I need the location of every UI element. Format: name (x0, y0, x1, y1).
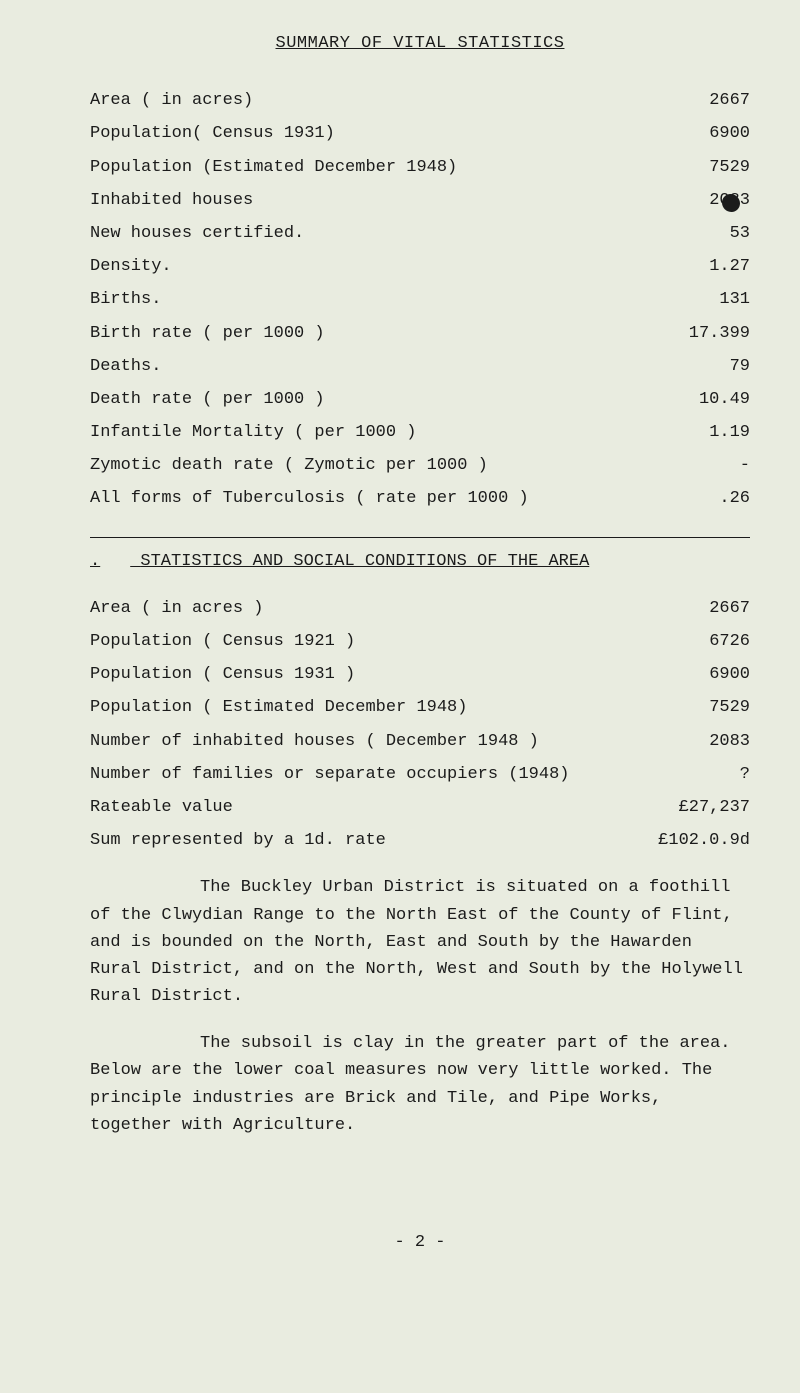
social-stat-value: 2083 (630, 728, 750, 755)
vital-stat-label: Inhabited houses (90, 187, 630, 214)
vital-stat-label: Deaths. (90, 353, 630, 380)
vital-stat-value: 17.399 (630, 320, 750, 347)
paragraph-1-text: The Buckley Urban District is situated o… (90, 878, 743, 1006)
vital-stat-value: 2667 (630, 87, 750, 114)
social-stat-row: Number of inhabited houses ( December 19… (90, 728, 750, 755)
social-stat-label: Population ( Census 1921 ) (90, 628, 630, 655)
vital-stat-label: Death rate ( per 1000 ) (90, 386, 630, 413)
social-stat-label: Area ( in acres ) (90, 595, 630, 622)
social-stat-label: Number of families or separate occupiers… (90, 761, 630, 788)
vital-stat-value: 7529 (630, 154, 750, 181)
social-statistics-list: Area ( in acres )2667Population ( Census… (90, 595, 750, 855)
vital-stat-row: All forms of Tuberculosis ( rate per 100… (90, 485, 750, 512)
vital-stat-label: Density. (90, 253, 630, 280)
vital-stat-row: Population (Estimated December 1948)7529 (90, 154, 750, 181)
ink-smudge (722, 194, 740, 212)
vital-stat-row: Density.1.27 (90, 253, 750, 280)
vital-stat-value: 1.19 (630, 419, 750, 446)
vital-stat-label: Infantile Mortality ( per 1000 ) (90, 419, 630, 446)
vital-stat-label: Births. (90, 286, 630, 313)
social-stat-row: Sum represented by a 1d. rate£102.0.9d (90, 827, 750, 854)
vital-stat-label: All forms of Tuberculosis ( rate per 100… (90, 485, 630, 512)
social-stat-label: Sum represented by a 1d. rate (90, 827, 630, 854)
vital-stat-row: Infantile Mortality ( per 1000 )1.19 (90, 419, 750, 446)
vital-stat-value: 1.27 (630, 253, 750, 280)
social-stat-value: 7529 (630, 694, 750, 721)
social-stat-value: 6900 (630, 661, 750, 688)
social-stat-row: Rateable value£27,237 (90, 794, 750, 821)
vital-stat-row: Area ( in acres)2667 (90, 87, 750, 114)
vital-stat-row: Inhabited houses2083 (90, 187, 750, 214)
vital-stat-row: Births.131 (90, 286, 750, 313)
page-number: - 2 - (90, 1229, 750, 1256)
vital-stat-row: Population( Census 1931)6900 (90, 120, 750, 147)
social-stat-label: Number of inhabited houses ( December 19… (90, 728, 630, 755)
vital-stat-label: Population( Census 1931) (90, 120, 630, 147)
vital-stat-value: - (630, 452, 750, 479)
vital-stat-value: .26 (630, 485, 750, 512)
vital-stat-label: Birth rate ( per 1000 ) (90, 320, 630, 347)
vital-stat-row: Death rate ( per 1000 )10.49 (90, 386, 750, 413)
vital-stat-value: 6900 (630, 120, 750, 147)
paragraph-2-text: The subsoil is clay in the greater part … (90, 1034, 731, 1135)
vital-stat-label: Population (Estimated December 1948) (90, 154, 630, 181)
social-stat-value: 2667 (630, 595, 750, 622)
vital-stat-value: 10.49 (630, 386, 750, 413)
vital-stat-row: Zymotic death rate ( Zymotic per 1000 )- (90, 452, 750, 479)
vital-stat-label: Area ( in acres) (90, 87, 630, 114)
social-stat-row: Population ( Estimated December 1948)752… (90, 694, 750, 721)
vital-statistics-list: Area ( in acres)2667Population( Census 1… (90, 87, 750, 512)
social-stat-row: Population ( Census 1921 )6726 (90, 628, 750, 655)
vital-stat-label: Zymotic death rate ( Zymotic per 1000 ) (90, 452, 630, 479)
social-stat-row: Number of families or separate occupiers… (90, 761, 750, 788)
vital-stat-row: Deaths.79 (90, 353, 750, 380)
social-stat-value: 6726 (630, 628, 750, 655)
page-title: SUMMARY OF VITAL STATISTICS (90, 30, 750, 57)
social-stat-row: Population ( Census 1931 )6900 (90, 661, 750, 688)
social-stat-value: £27,237 (630, 794, 750, 821)
vital-stat-value: 53 (630, 220, 750, 247)
vital-stat-value: 131 (630, 286, 750, 313)
divider (90, 537, 750, 538)
social-stat-label: Population ( Estimated December 1948) (90, 694, 630, 721)
social-stat-value: ? (630, 761, 750, 788)
vital-stat-row: New houses certified.53 (90, 220, 750, 247)
social-stat-label: Rateable value (90, 794, 630, 821)
social-stat-row: Area ( in acres )2667 (90, 595, 750, 622)
social-stat-label: Population ( Census 1931 ) (90, 661, 630, 688)
vital-stat-label: New houses certified. (90, 220, 630, 247)
section-title-text: STATISTICS AND SOCIAL CONDITIONS OF THE … (140, 552, 589, 571)
bullet-dot: . (90, 552, 100, 571)
vital-stat-row: Birth rate ( per 1000 )17.399 (90, 320, 750, 347)
paragraph-2: The subsoil is clay in the greater part … (90, 1030, 750, 1139)
paragraph-1: The Buckley Urban District is situated o… (90, 874, 750, 1010)
social-stat-value: £102.0.9d (630, 827, 750, 854)
vital-stat-value: 79 (630, 353, 750, 380)
section-title-social: . STATISTICS AND SOCIAL CONDITIONS OF TH… (90, 548, 750, 575)
